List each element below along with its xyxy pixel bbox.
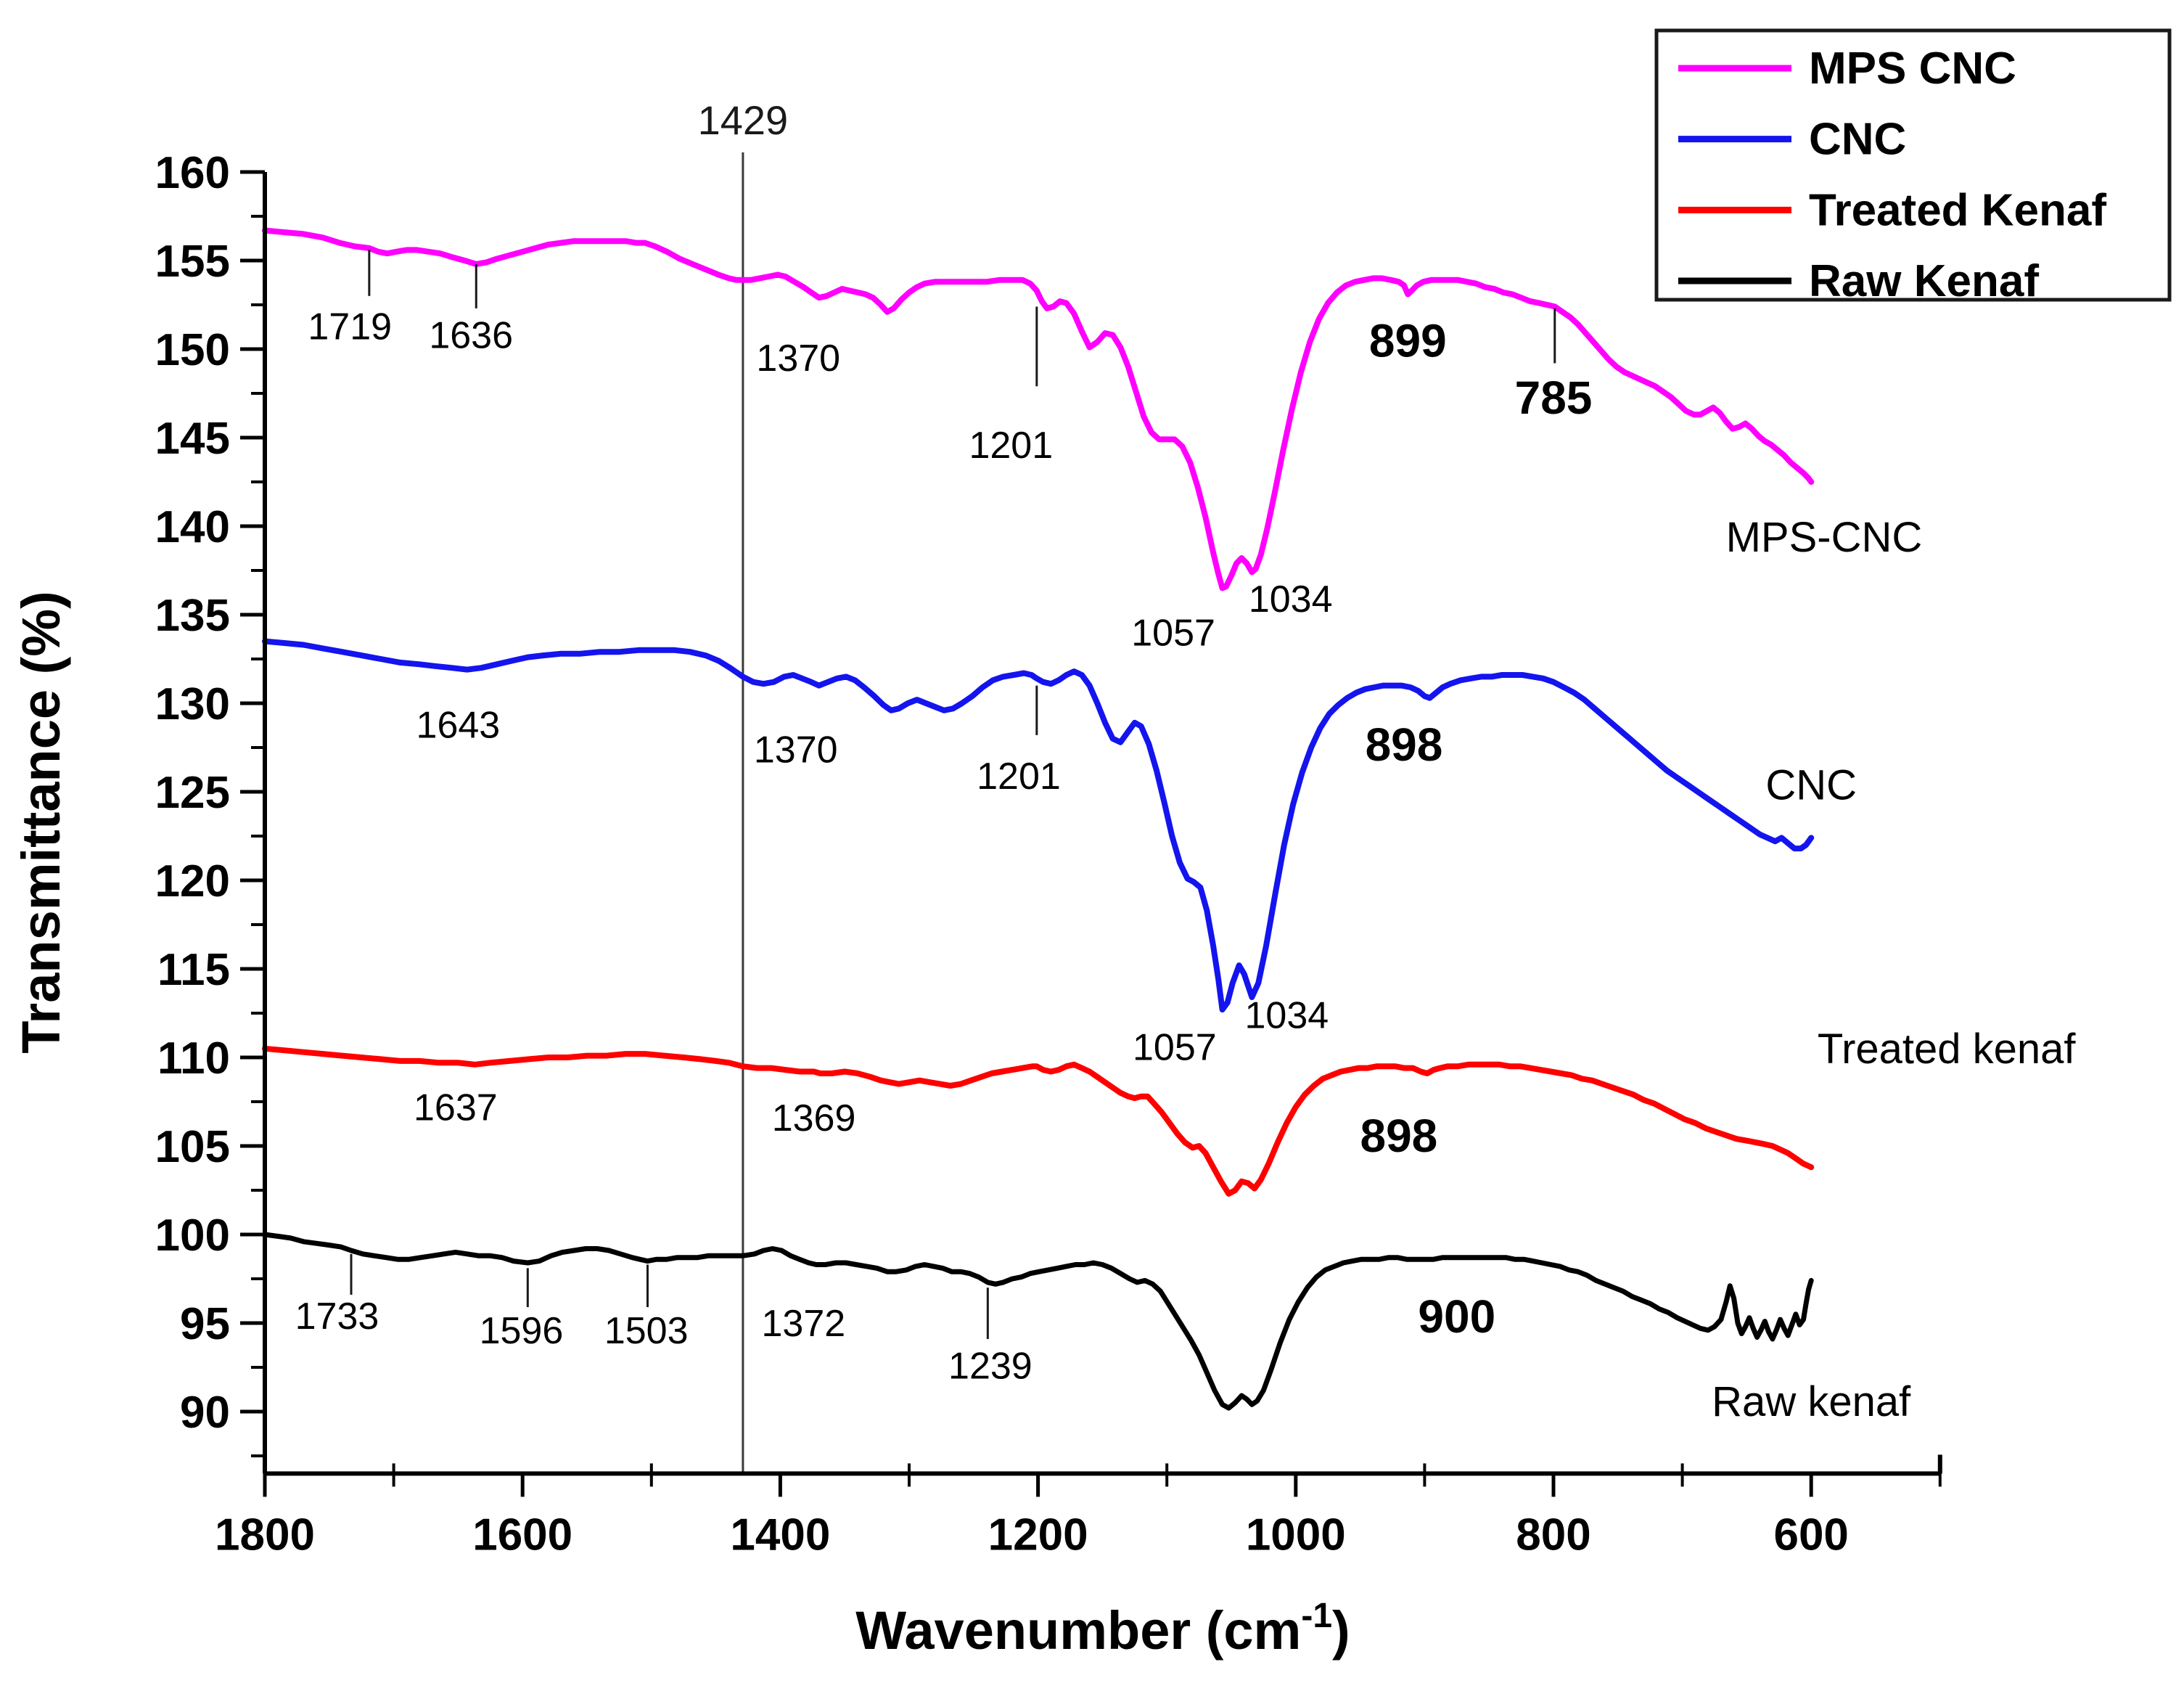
peak-label-1201: 1201 xyxy=(977,756,1061,798)
peak-label-1370: 1370 xyxy=(756,337,840,380)
x-axis-title-superscript: -1 xyxy=(1301,1597,1332,1635)
peak-label-1637: 1637 xyxy=(414,1086,498,1129)
peak-label-1370: 1370 xyxy=(754,729,838,771)
curve-treated-kenaf xyxy=(262,1045,1815,1197)
x-tick-label: 1400 xyxy=(730,1510,830,1560)
peak-label-1372: 1372 xyxy=(762,1303,846,1345)
x-tick-label: 1800 xyxy=(215,1510,315,1560)
peak-label-1239: 1239 xyxy=(948,1346,1033,1388)
curve-mps-cnc xyxy=(262,227,1815,591)
axes-layer: 160 155 150 145 140 135 130 125 120 115 110 105 100 9… xyxy=(155,148,1942,1560)
y-tick-label: 160 xyxy=(155,148,230,198)
y-tick-label: 105 xyxy=(155,1122,230,1172)
legend-label-cnc: CNC xyxy=(1809,115,1906,165)
reference-line-label: 1429 xyxy=(698,97,789,143)
curve-name-label-cnc: CNC xyxy=(1765,762,1857,809)
x-tick-label: 600 xyxy=(1773,1510,1848,1560)
y-tick-label: 135 xyxy=(155,591,230,641)
peak-label-1201: 1201 xyxy=(969,425,1053,467)
x-tick-label: 1000 xyxy=(1246,1510,1346,1560)
peak-label-1057: 1057 xyxy=(1131,612,1215,654)
y-tick-label: 150 xyxy=(155,325,230,375)
x-tick-label: 800 xyxy=(1516,1510,1590,1560)
peak-label-1733: 1733 xyxy=(295,1295,379,1338)
peak-label-1643: 1643 xyxy=(416,704,501,746)
legend-label-mps-cnc: MPS CNC xyxy=(1809,44,2016,94)
curve-cnc xyxy=(262,638,1815,1013)
y-tick-label: 120 xyxy=(155,856,230,906)
legend-box xyxy=(1654,28,2172,302)
curve-name-label-treated-kenaf: Treated kenaf xyxy=(1818,1025,2077,1073)
peak-label-899: 899 xyxy=(1369,315,1447,367)
x-tick-label: 1200 xyxy=(988,1510,1088,1560)
y-tick-label: 145 xyxy=(155,414,230,464)
x-axis-title-suffix: ) xyxy=(1332,1600,1350,1661)
y-tick-label: 155 xyxy=(155,237,230,287)
legend-label-treated-kenaf: Treated Kenaf xyxy=(1809,185,2106,235)
y-tick-label: 90 xyxy=(180,1388,230,1438)
peak-label-1503: 1503 xyxy=(604,1310,689,1352)
y-tick-label: 100 xyxy=(155,1211,230,1261)
curve-raw-kenaf xyxy=(262,1232,1814,1411)
x-axis-title-prefix: Wavenumber (cm xyxy=(855,1600,1301,1661)
peak-label-1057: 1057 xyxy=(1133,1026,1217,1068)
y-tick-label: 95 xyxy=(180,1299,230,1349)
y-tick-label: 125 xyxy=(155,768,230,818)
curve-name-label-raw-kenaf: Raw kenaf xyxy=(1712,1378,1911,1425)
peak-annotations-layer: 1719 1636 1370 1201 1057 1034 899 785 1643 1370 12… xyxy=(295,250,2077,1425)
legend-label-raw-kenaf: Raw Kenaf xyxy=(1809,256,2039,306)
y-tick-label: 130 xyxy=(155,679,230,729)
peak-label-1369: 1369 xyxy=(772,1097,856,1139)
curve-name-label-mps-cnc: MPS-CNC xyxy=(1726,514,1923,561)
reference-line-layer: 1429 xyxy=(698,97,789,1474)
legend-layer: MPS CNC CNC Treated Kenaf Raw Kenaf xyxy=(1654,28,2172,306)
peak-label-785: 785 xyxy=(1515,372,1593,424)
x-tick-label: 1600 xyxy=(472,1510,572,1560)
peak-label-1636: 1636 xyxy=(429,314,513,356)
peak-label-898: 898 xyxy=(1360,1110,1437,1162)
y-tick-label: 110 xyxy=(157,1033,230,1084)
y-axis-title: Transmittance (%) xyxy=(11,591,71,1053)
peak-label-1034: 1034 xyxy=(1249,578,1333,621)
spectra-curves-layer xyxy=(262,227,1815,1411)
y-tick-label: 140 xyxy=(155,502,230,552)
peak-label-1596: 1596 xyxy=(480,1310,564,1352)
x-axis-title: Wavenumber (cm-1) xyxy=(855,1597,1350,1661)
peak-label-900: 900 xyxy=(1418,1290,1495,1343)
peak-label-898: 898 xyxy=(1366,719,1443,771)
peak-label-1034: 1034 xyxy=(1245,994,1329,1036)
peak-label-1719: 1719 xyxy=(308,306,392,348)
y-tick-label: 115 xyxy=(157,945,230,995)
